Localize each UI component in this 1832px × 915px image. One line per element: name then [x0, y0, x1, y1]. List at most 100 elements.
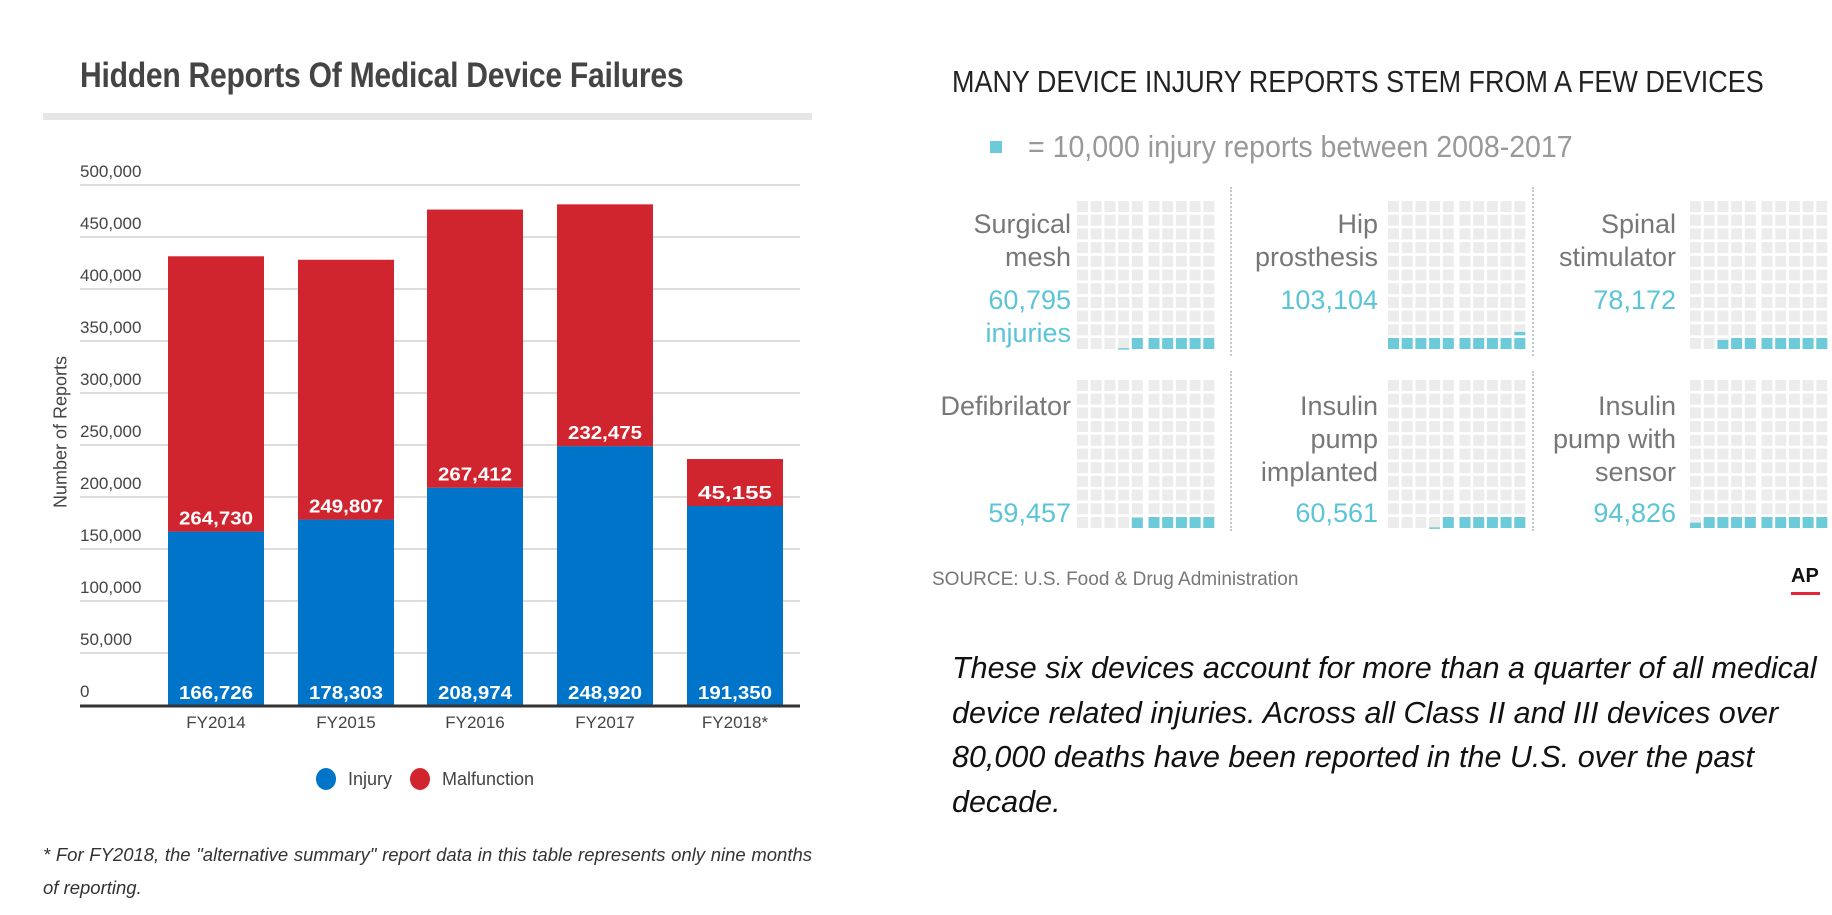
- waffle-cell-filled: [1486, 517, 1498, 528]
- waffle-cell-empty: [1175, 283, 1187, 295]
- bar-malfunction: [687, 459, 783, 506]
- waffle-cell-empty: [1077, 489, 1088, 501]
- waffle-cell-empty: [1775, 407, 1787, 419]
- waffle-cell-empty: [1104, 407, 1116, 419]
- device-injury-suffix: injuries: [985, 318, 1071, 348]
- waffle-cell-empty: [1401, 489, 1413, 501]
- waffle-cell-empty: [1415, 421, 1427, 433]
- waffle-cell-empty: [1731, 255, 1743, 267]
- waffle-cell-empty: [1104, 448, 1116, 460]
- device-name-line: Defibrilator: [940, 391, 1071, 421]
- waffle-cell-empty: [1816, 255, 1828, 267]
- waffle-cell-empty: [1388, 517, 1399, 528]
- device-label: Hip prosthesis 103,104: [1255, 208, 1378, 317]
- waffle-cell-empty: [1500, 393, 1512, 405]
- waffle-cell-empty: [1415, 242, 1427, 254]
- waffle-cell-empty: [1415, 283, 1427, 295]
- waffle-cell-empty: [1203, 393, 1215, 405]
- waffle-cell-empty: [1077, 255, 1088, 267]
- waffle-cell-empty: [1744, 269, 1756, 281]
- waffle-cell-empty: [1775, 462, 1787, 474]
- waffle-cell-empty: [1486, 283, 1498, 295]
- waffle-cell-filled: [1162, 338, 1174, 349]
- y-tick-label: 350,000: [80, 318, 141, 337]
- waffle-cell-empty: [1388, 324, 1399, 336]
- waffle-cell-empty: [1690, 338, 1701, 349]
- waffle-cell-empty: [1429, 489, 1441, 501]
- waffle-cell-filled: [1500, 338, 1512, 349]
- waffle-cell-empty: [1118, 380, 1130, 391]
- waffle-cell-empty: [1731, 283, 1743, 295]
- waffle-cell-empty: [1486, 393, 1498, 405]
- waffle-cell-empty: [1442, 380, 1454, 391]
- waffle-cell-empty: [1401, 269, 1413, 281]
- waffle-cell-filled: [1788, 338, 1800, 349]
- waffle-cell-empty: [1104, 517, 1116, 528]
- waffle-cell-filled: [1514, 517, 1526, 528]
- waffle-cell-empty: [1816, 503, 1828, 515]
- waffle-cell-empty: [1118, 214, 1130, 226]
- waffle-cell-empty: [1203, 242, 1215, 254]
- waffle-cell-filled: [1442, 517, 1454, 528]
- waffle-cell-empty: [1415, 462, 1427, 474]
- waffle-cell-empty: [1514, 296, 1526, 308]
- waffle-cell-empty: [1459, 201, 1471, 212]
- waffle-cell-filled: [1775, 338, 1787, 349]
- waffle-cell-empty: [1090, 296, 1102, 308]
- waffle-cell-empty: [1473, 448, 1485, 460]
- waffle-cell-empty: [1703, 475, 1715, 487]
- waffle-cell-empty: [1459, 380, 1471, 391]
- waffle-cell-empty: [1118, 201, 1130, 212]
- source-credit: SOURCE: U.S. Food & Drug Administration: [932, 569, 1299, 590]
- waffle-cell-empty: [1203, 255, 1215, 267]
- y-tick-label: 0: [80, 682, 89, 701]
- waffle-cell-empty: [1717, 310, 1729, 322]
- waffle-cell-empty: [1514, 462, 1526, 474]
- waffle-cell-empty: [1788, 324, 1800, 336]
- waffle-cell-empty: [1816, 380, 1828, 391]
- waffle-cell-filled: [1442, 338, 1454, 349]
- waffle-cell-empty: [1744, 255, 1756, 267]
- waffle-cell-empty: [1175, 434, 1187, 446]
- waffle-cell-empty: [1816, 283, 1828, 295]
- waffle-cell-empty: [1175, 462, 1187, 474]
- waffle-cell-empty: [1077, 448, 1088, 460]
- legend-label: Malfunction: [441, 768, 535, 789]
- waffle-cell-empty: [1388, 283, 1399, 295]
- waffle-cell-filled: [1189, 338, 1201, 349]
- waffle-cell-empty: [1203, 503, 1215, 515]
- waffle-cell-empty: [1703, 283, 1715, 295]
- waffle-cell-empty: [1203, 269, 1215, 281]
- waffle-cell-empty: [1077, 475, 1088, 487]
- waffle-cell-empty: [1442, 228, 1454, 240]
- waffle-cell-empty: [1131, 283, 1143, 295]
- waffle-cell-empty: [1401, 242, 1413, 254]
- waffle-cell-empty: [1162, 434, 1174, 446]
- waffle-cell-empty: [1473, 421, 1485, 433]
- device-injury-count: 94,826: [1593, 498, 1676, 528]
- waffle-cell-empty: [1442, 310, 1454, 322]
- waffle-cell-empty: [1761, 283, 1773, 295]
- waffle-cell-empty: [1442, 393, 1454, 405]
- waffle-cell-empty: [1486, 489, 1498, 501]
- waffle-cell-empty: [1473, 380, 1485, 391]
- ap-logo: AP: [1791, 565, 1819, 587]
- device-name-line: pump: [1310, 424, 1378, 454]
- waffle-cell-empty: [1744, 434, 1756, 446]
- legend-item-injury: Injury: [315, 768, 392, 790]
- waffle-cell-empty: [1788, 393, 1800, 405]
- waffle-cell-empty: [1077, 421, 1088, 433]
- waffle-cell-empty: [1162, 324, 1174, 336]
- waffle-cell-empty: [1148, 269, 1160, 281]
- waffle-cell-empty: [1429, 255, 1441, 267]
- waffle-cell-empty: [1703, 434, 1715, 446]
- waffle-cell-empty: [1104, 380, 1116, 391]
- injury-value-label: 191,350: [698, 683, 772, 703]
- waffle-cell-empty: [1203, 421, 1215, 433]
- waffle-cell-empty: [1203, 214, 1215, 226]
- waffle-cell-empty: [1162, 255, 1174, 267]
- waffle-cell-empty: [1761, 214, 1773, 226]
- waffle-cell-empty: [1486, 462, 1498, 474]
- waffle-cell-empty: [1189, 269, 1201, 281]
- waffle-cell-empty: [1775, 242, 1787, 254]
